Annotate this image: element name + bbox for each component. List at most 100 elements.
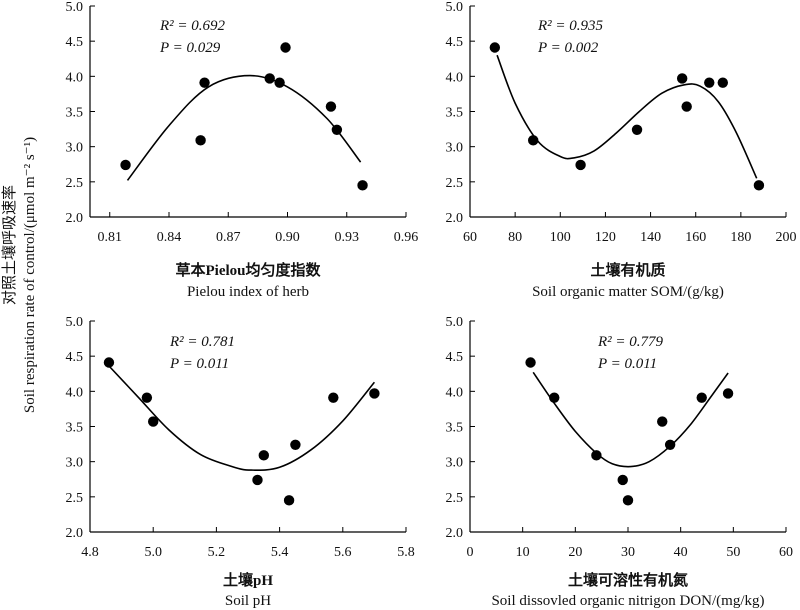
x-tick-label: 0.87: [216, 230, 241, 245]
fit-curve: [532, 371, 729, 468]
x-tick-label: 100: [550, 230, 571, 245]
data-point: [195, 135, 206, 146]
data-point: [252, 474, 263, 486]
data-point: [622, 495, 634, 506]
p-value-label: P = 0.002: [537, 40, 599, 56]
x-axis-label-zh: 土壤可溶性有机氮: [568, 571, 688, 589]
data-point: [274, 77, 285, 88]
x-tick-label: 0.93: [335, 230, 360, 245]
y-tick-label: 2.0: [66, 526, 84, 541]
panel-4: 2.0 2.5 3.0 3.5 4.0 4.5 5.0 0 10 20 30 40 50 60 R² = 0…: [446, 315, 794, 609]
x-tick-label: 180: [730, 230, 751, 245]
data-point: [681, 101, 692, 112]
y-tick-label: 5.0: [446, 315, 464, 330]
y-tick-label: 3.0: [446, 456, 464, 471]
y-tick-label: 4.5: [446, 35, 464, 50]
y-tick-label: 4.5: [66, 35, 84, 50]
y-tick-label: 3.5: [66, 421, 84, 436]
y-tick-label: 3.5: [66, 106, 84, 121]
data-point: [525, 357, 536, 368]
x-tick-label: 160: [685, 230, 706, 245]
p-value-label: P = 0.011: [169, 356, 229, 372]
x-tick-label: 5.2: [208, 545, 226, 560]
x-tick-label: 120: [595, 230, 616, 245]
data-point: [120, 159, 131, 171]
y-tick-label: 2.0: [66, 211, 84, 226]
x-tick-label: 5.8: [397, 545, 415, 560]
y-axis-label-zh: 对照土壤呼吸速率: [0, 185, 18, 305]
y-tick-label: 4.0: [66, 385, 84, 400]
data-point: [258, 450, 269, 461]
y-tick-label: 2.5: [66, 491, 84, 506]
x-axis-label-zh: 土壤pH: [223, 571, 273, 589]
x-tick-label: 80: [508, 230, 522, 245]
x-tick-label: 4.8: [81, 545, 99, 560]
x-tick-label: 5.6: [334, 545, 352, 560]
x-tick-label: 60: [779, 545, 793, 560]
y-tick-label: 4.0: [446, 70, 464, 85]
x-axis-label-en: Pielou index of herb: [187, 284, 309, 300]
p-value-label: P = 0.029: [159, 40, 221, 56]
x-tick-label: 0.90: [275, 230, 300, 245]
panel-2: 2.0 2.5 3.0 3.5 4.0 4.5 5.0 60 80 100 120 140 160 180…: [446, 0, 797, 300]
y-tick-label: 2.5: [446, 491, 464, 506]
data-point: [528, 135, 539, 146]
data-point: [696, 392, 707, 403]
x-axis-label-zh: 土壤有机质: [590, 261, 665, 279]
x-tick-label: 60: [463, 230, 477, 245]
y-tick-label: 2.0: [446, 211, 464, 226]
y-tick-label: 5.0: [66, 315, 84, 330]
y-tick-label: 5.0: [446, 0, 464, 15]
data-point: [290, 439, 301, 450]
data-point: [631, 124, 643, 135]
x-tick-label: 20: [568, 545, 582, 560]
y-tick-label: 3.5: [446, 106, 464, 121]
data-point: [280, 42, 291, 53]
x-tick-label: 0.96: [394, 230, 419, 245]
r-squared-label: R² = 0.779: [597, 334, 664, 350]
p-value-label: P = 0.011: [597, 356, 657, 372]
data-point: [664, 439, 676, 450]
r-squared-label: R² = 0.935: [537, 18, 604, 34]
y-tick-label: 3.0: [66, 456, 84, 471]
x-tick-label: 5.4: [271, 545, 289, 560]
y-tick-label: 4.0: [66, 70, 84, 85]
x-tick-label: 200: [776, 230, 797, 245]
x-tick-label: 140: [640, 230, 661, 245]
data-point: [328, 392, 339, 403]
y-tick-label: 5.0: [66, 0, 84, 15]
data-point: [617, 474, 628, 486]
data-point: [283, 495, 295, 506]
y-tick-label: 3.0: [66, 141, 84, 156]
y-tick-label: 4.5: [66, 350, 84, 365]
data-point: [103, 357, 115, 368]
x-tick-label: 5.0: [144, 545, 162, 560]
x-tick-label: 30: [621, 545, 635, 560]
y-tick-label: 2.0: [446, 526, 464, 541]
data-point: [325, 101, 337, 112]
y-axis-label-en: Soil respiration rate of control/(μmol m…: [22, 137, 38, 413]
data-point: [753, 180, 765, 191]
data-point: [575, 159, 586, 171]
fit-curve: [126, 74, 362, 181]
y-tick-label: 3.5: [446, 421, 464, 436]
data-point: [489, 42, 501, 53]
data-point: [199, 77, 210, 88]
r-squared-label: R² = 0.692: [159, 18, 226, 34]
data-point: [657, 416, 668, 427]
data-point: [717, 77, 728, 88]
panel-1: 2.0 2.5 3.0 3.5 4.0 4.5 5.0 0.81 0.84 0.87 0.90 0.9…: [66, 0, 419, 300]
x-tick-label: 50: [726, 545, 740, 560]
x-tick-label: 10: [516, 545, 530, 560]
x-axis-label-zh: 草本Pielou均匀度指数: [176, 261, 322, 279]
y-tick-label: 2.5: [446, 176, 464, 191]
x-tick-label: 0: [467, 545, 474, 560]
y-tick-label: 4.0: [446, 385, 464, 400]
panel-3: 2.0 2.5 3.0 3.5 4.0 4.5 5.0 4.8 5.0 5.2 5.4 5.6 5.8 R…: [66, 315, 415, 609]
data-point: [549, 392, 560, 403]
x-tick-label: 0.81: [98, 230, 123, 245]
x-tick-label: 0.84: [157, 230, 182, 245]
y-tick-label: 4.5: [446, 350, 464, 365]
data-point: [722, 388, 734, 399]
